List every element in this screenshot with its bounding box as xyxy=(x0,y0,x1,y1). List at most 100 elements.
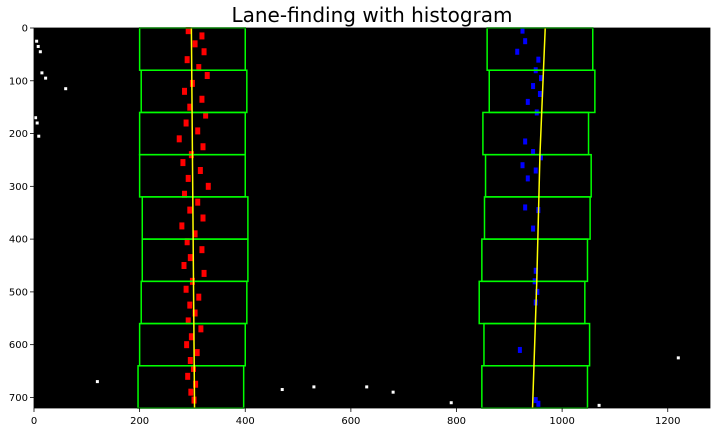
left-lane-pixel-25 xyxy=(179,222,185,230)
left-lane-pixel-41 xyxy=(194,349,200,357)
noise-pixel-14 xyxy=(449,401,453,405)
left-lane-pixel-12 xyxy=(183,119,189,127)
right-lane-pixel-6 xyxy=(531,83,536,90)
left-lane-pixel-46 xyxy=(188,388,194,396)
noise-pixel-6 xyxy=(34,116,38,120)
left-lane-pixel-5 xyxy=(196,64,202,72)
x-tick-label-800: 800 xyxy=(447,416,466,427)
left-lane-pixel-4 xyxy=(184,56,190,64)
x-axis-ticks: 0 200 400 600 800 1000 1200 xyxy=(31,408,680,427)
left-fit-line xyxy=(190,27,196,409)
left-lane-pixel-6 xyxy=(204,72,210,79)
noise-pixel-1 xyxy=(36,44,40,48)
left-lane-pixel-13 xyxy=(195,127,201,135)
noise-pixel-16 xyxy=(676,356,680,360)
left-lane-pixel-20 xyxy=(205,182,211,190)
noise-pixel-12 xyxy=(365,385,369,389)
left-lane-pixel-21 xyxy=(182,190,188,198)
noise-pixel-5 xyxy=(64,87,68,91)
right-lane-pixel-10 xyxy=(523,138,528,145)
left-lane-pixel-28 xyxy=(199,246,205,254)
left-lane-pixel-30 xyxy=(181,262,187,269)
right-lane-pixel-23 xyxy=(517,346,522,353)
left-lane-pixel-17 xyxy=(180,159,186,167)
right-lane-pixel-8 xyxy=(525,98,530,105)
plot-frame xyxy=(33,27,711,409)
left-lane-pixel-14 xyxy=(176,135,182,143)
x-tick-label-0: 0 xyxy=(31,416,37,427)
noise-pixel-3 xyxy=(40,71,44,75)
left-lane-pixel-0 xyxy=(185,27,191,35)
x-tick-label-400: 400 xyxy=(236,416,255,427)
right-lane-pixel-16 xyxy=(523,204,528,211)
y-tick-label-100: 100 xyxy=(9,76,28,87)
right-lane-pixel-15 xyxy=(525,175,530,182)
right-lane-pixel-11 xyxy=(531,149,536,156)
right-lane-pixel-5 xyxy=(539,75,543,82)
left-lane-pixel-27 xyxy=(184,238,190,246)
x-tick-label-600: 600 xyxy=(341,416,360,427)
left-lane-pixel-3 xyxy=(201,48,207,56)
left-lane-pixel-37 xyxy=(185,317,191,325)
left-lane-pixel-42 xyxy=(187,357,193,364)
right-lane-pixel-1 xyxy=(523,38,528,45)
right-lane-pixel-7 xyxy=(537,90,542,97)
left-lane-pixel-45 xyxy=(193,380,199,388)
right-lane-pixel-25 xyxy=(536,400,541,407)
left-lane-pixel-15 xyxy=(200,143,206,151)
left-lane-pixel-35 xyxy=(187,301,193,309)
noise-pixel-13 xyxy=(391,390,395,394)
left-lane-pixel-19 xyxy=(185,174,191,182)
right-lane-pixel-19 xyxy=(533,267,538,274)
right-lane-pixel-2 xyxy=(515,48,520,55)
left-lane-pixel-34 xyxy=(196,293,202,301)
y-tick-label-700: 700 xyxy=(9,393,28,404)
left-lane-pixel-11 xyxy=(203,111,209,119)
right-lane-pixel-3 xyxy=(536,56,541,63)
left-lane-pixel-26 xyxy=(192,230,198,238)
y-tick-label-500: 500 xyxy=(9,287,28,298)
right-lane-pixel-24 xyxy=(533,397,538,404)
y-tick-label-0: 0 xyxy=(22,24,28,35)
noise-pixel-15 xyxy=(597,403,601,407)
y-tick-label-300: 300 xyxy=(9,182,28,193)
left-lane-pixel-29 xyxy=(187,254,193,262)
left-lane-pixel-24 xyxy=(200,214,206,222)
left-lane-pixel-39 xyxy=(188,333,194,341)
y-tick-label-200: 200 xyxy=(9,129,28,140)
left-lane-pixel-44 xyxy=(185,372,191,380)
left-lane-pixel-10 xyxy=(187,103,193,111)
right-lane-pixel-12 xyxy=(539,154,543,161)
noise-pixels xyxy=(34,39,680,407)
left-lane-pixel-33 xyxy=(183,285,189,293)
left-lane-pixel-9 xyxy=(199,95,205,103)
left-lane-pixel-31 xyxy=(201,269,207,277)
noise-pixel-0 xyxy=(35,39,39,43)
x-tick-label-1000: 1000 xyxy=(549,416,574,427)
left-lane-pixel-18 xyxy=(197,167,203,174)
left-lane-pixel-40 xyxy=(184,341,190,349)
y-tick-label-600: 600 xyxy=(9,340,28,351)
y-axis-ticks: 0 100 200 300 400 500 600 700 xyxy=(9,24,34,404)
chart-title: Lane-finding with histogram xyxy=(231,3,512,27)
right-lane-pixel-18 xyxy=(531,225,536,232)
noise-pixel-8 xyxy=(37,134,41,138)
left-lane-pixel-2 xyxy=(192,40,198,48)
noise-pixel-2 xyxy=(38,50,42,54)
right-lane-pixel-21 xyxy=(535,288,540,295)
x-tick-label-1200: 1200 xyxy=(655,416,680,427)
noise-pixel-10 xyxy=(280,388,284,392)
right-lane-pixel-14 xyxy=(533,167,538,174)
left-lane-pixel-8 xyxy=(182,87,188,95)
left-lane-pixel-23 xyxy=(187,206,193,214)
plot-background xyxy=(34,28,710,408)
left-lane-pixel-22 xyxy=(195,198,201,206)
polynomial-fit-lines xyxy=(190,27,546,409)
noise-pixel-11 xyxy=(312,385,316,389)
x-tick-label-200: 200 xyxy=(130,416,149,427)
right-lane-pixel-0 xyxy=(520,27,525,34)
noise-pixel-7 xyxy=(35,121,39,125)
noise-pixel-9 xyxy=(95,380,99,384)
right-lane-pixel-13 xyxy=(520,162,525,169)
